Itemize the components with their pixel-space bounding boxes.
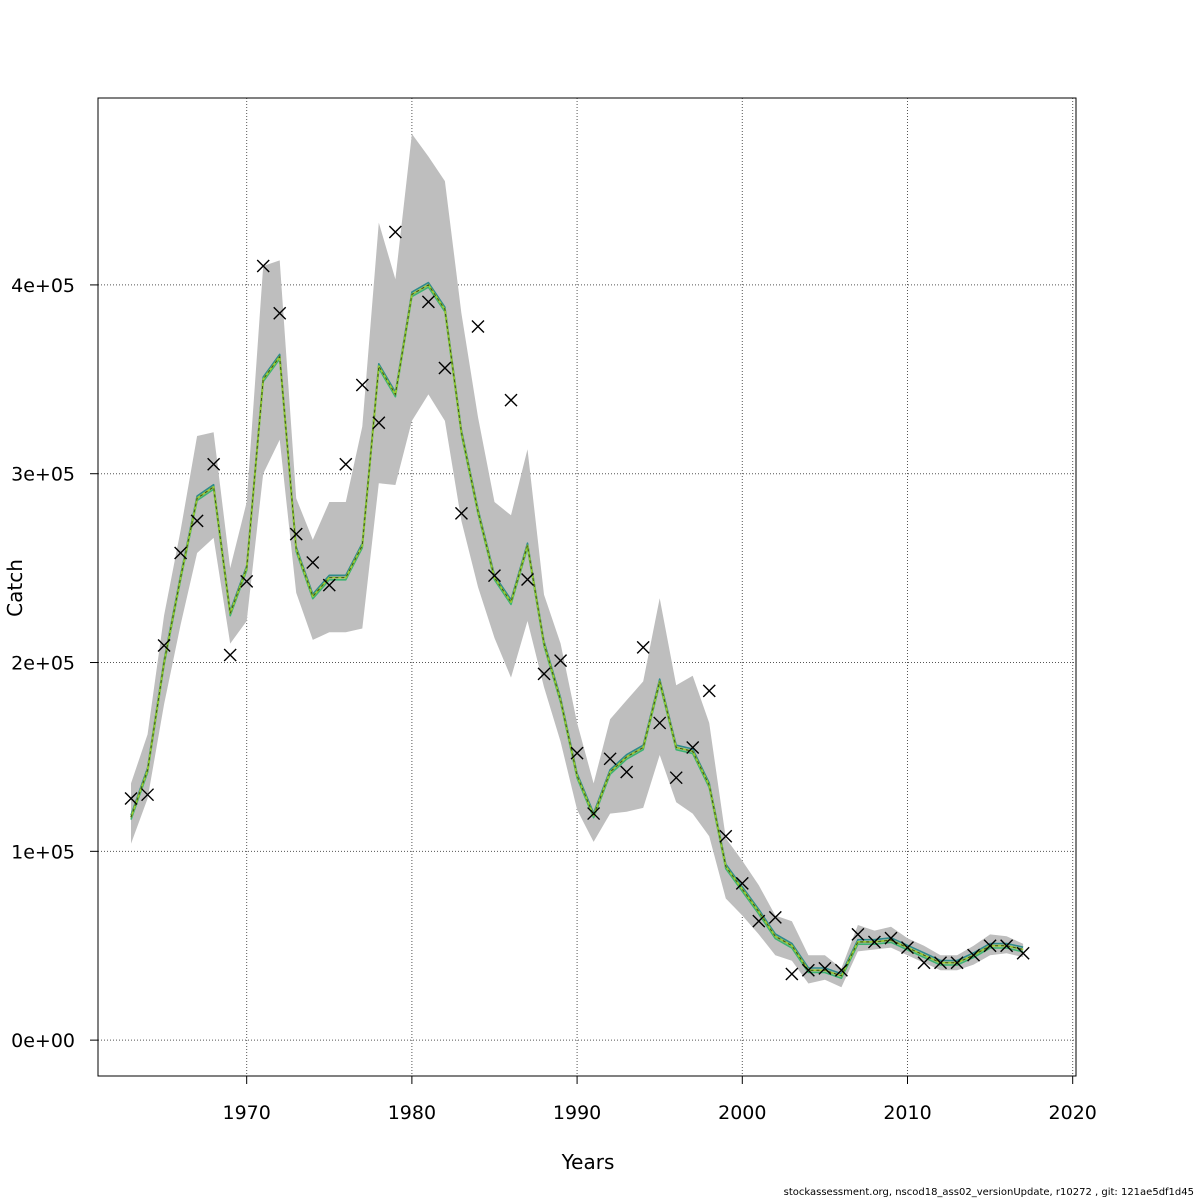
y-axis-title: Catch [3,559,27,617]
observed-point [554,654,568,668]
observed-point [702,684,716,698]
x-tick-label: 2020 [1049,1102,1097,1124]
observed-point [1016,946,1030,960]
observed-point [504,393,518,407]
observed-point [967,948,981,962]
observed-point [240,574,254,588]
observed-point [339,457,353,471]
y-axis: 0e+00 1e+05 2e+05 3e+05 4e+05 [11,275,99,1052]
confidence-band [131,133,1024,988]
observed-point [289,527,303,541]
y-tick-label: 1e+05 [11,841,75,863]
observed-points [124,225,1030,981]
footer-caption: stockassessment.org, nscod18_ass02_versi… [783,1187,1194,1198]
observed-point [190,514,204,528]
observed-point [273,306,287,320]
y-tick-label: 2e+05 [11,653,75,675]
observed-point [636,640,650,654]
x-tick-label: 2000 [718,1102,766,1124]
x-tick-label: 2010 [883,1102,931,1124]
observed-point [521,572,535,586]
observed-point [537,667,551,681]
observed-point [1000,939,1014,953]
observed-point [603,752,617,766]
observed-point [421,295,435,309]
observed-point [686,740,700,754]
observed-point [157,639,171,653]
observed-point [471,319,485,333]
observed-point [934,956,948,970]
observed-point [141,788,155,802]
y-tick-label: 0e+00 [11,1030,75,1052]
observed-point [207,457,221,471]
x-axis-title: Years [561,1150,615,1174]
y-tick-label: 3e+05 [11,464,75,486]
x-tick-label: 1980 [388,1102,436,1124]
observed-point [867,935,881,949]
observed-point [306,555,320,569]
observed-point [174,546,188,560]
observed-point [223,648,237,662]
observed-point [388,225,402,239]
observed-point [653,716,667,730]
observed-point [768,910,782,924]
observed-point [454,506,468,520]
observed-point [884,931,898,945]
observed-point [620,765,634,779]
y-tick-label: 4e+05 [11,275,75,297]
observed-point [735,876,749,890]
observed-point [752,914,766,928]
observed-point [124,791,138,805]
observed-point [372,416,386,430]
observed-point [917,956,931,970]
observed-point [818,961,832,975]
x-tick-label: 1990 [553,1102,601,1124]
observed-point [785,967,799,981]
observed-point [256,259,270,273]
x-tick-label: 1970 [223,1102,271,1124]
observed-point [322,578,336,592]
x-axis: 1970 1980 1990 2000 2010 2020 [223,1075,1097,1124]
observed-point [801,963,815,977]
observed-point [669,771,683,785]
observed-point [851,927,865,941]
observed-point [950,956,964,970]
observed-point [719,829,733,843]
observed-point [834,963,848,977]
observed-point [587,807,601,821]
observed-point [570,746,584,760]
observed-point [355,378,369,392]
observed-point [438,361,452,375]
observed-point [487,569,501,583]
observed-point [983,939,997,953]
observed-point [900,941,914,955]
